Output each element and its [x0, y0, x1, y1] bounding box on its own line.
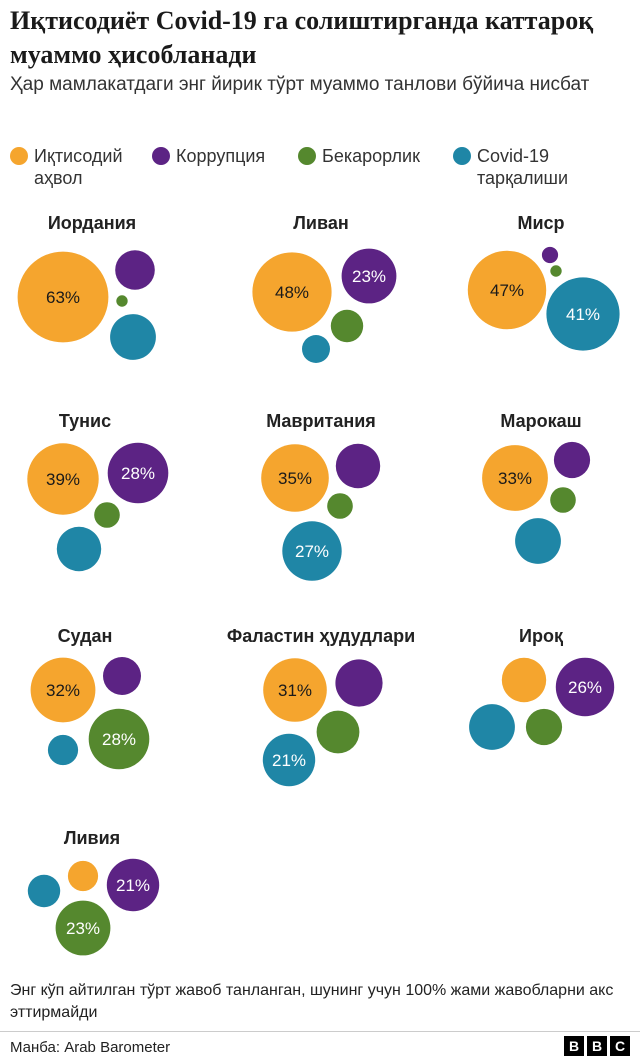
legend-item-covid: Covid-19 тарқалиши	[453, 145, 597, 189]
data-label: 27%	[295, 542, 329, 561]
country-name: Мавритания	[266, 411, 376, 431]
legend-label-unemployment: Бекарорлик	[322, 146, 420, 166]
bubble-unemployment	[525, 708, 563, 746]
bubble-economy	[17, 251, 109, 343]
legend-swatch-covid	[453, 147, 471, 165]
bbc-logo: B B C	[564, 1036, 630, 1056]
country-name: Миср	[517, 213, 564, 233]
bubble-corruption	[553, 441, 591, 479]
legend-item-unemployment: Бекарорлик	[298, 145, 420, 167]
data-label: 33%	[498, 469, 532, 488]
chart-title: Иқтисодиёт Covid-19 га солиштирганда кат…	[10, 6, 594, 69]
data-label: 23%	[66, 919, 100, 938]
data-label: 47%	[490, 281, 524, 300]
bubble-economy	[263, 658, 327, 722]
bubble-economy	[261, 444, 329, 512]
data-label: 31%	[278, 681, 312, 700]
legend-swatch-corruption	[152, 147, 170, 165]
bubble-unemployment	[550, 487, 576, 513]
legend-label-corruption: Коррупция	[176, 146, 266, 166]
bubble-economy	[252, 252, 332, 332]
bubble-covid	[27, 874, 61, 908]
bubble-economy	[27, 443, 99, 515]
legend-swatch-unemployment	[298, 147, 316, 165]
data-label: 21%	[116, 876, 150, 895]
bubble-economy	[467, 250, 547, 330]
bubble-corruption	[115, 250, 155, 290]
source-text: Манба: Arab Barometer	[10, 1039, 171, 1056]
bubble-economy	[67, 860, 99, 892]
bubble-unemployment	[316, 710, 360, 754]
bubble-covid	[302, 335, 330, 363]
legend-swatch-economy	[10, 147, 28, 165]
legend-label-covid: Covid-19 тарқалиши	[477, 146, 569, 188]
bubble-covid	[515, 518, 561, 564]
bubble-unemployment	[55, 900, 111, 956]
bubble-covid	[262, 733, 316, 787]
bubble-corruption	[103, 657, 141, 695]
bubble-unemployment	[330, 309, 364, 343]
bubble-corruption	[541, 246, 559, 264]
data-label: 48%	[275, 283, 309, 302]
country-name: Ливия	[64, 828, 120, 848]
data-label: 28%	[121, 464, 155, 483]
country-name: Ироқ	[519, 626, 564, 646]
data-label: 39%	[46, 470, 80, 489]
bubble-corruption	[341, 248, 397, 304]
country-name: Иордания	[48, 213, 136, 233]
bubble-covid	[469, 704, 515, 750]
bubble-corruption	[107, 442, 169, 504]
data-label: 23%	[352, 267, 386, 286]
data-label: 35%	[278, 469, 312, 488]
data-label: 63%	[46, 288, 80, 307]
country-name: Марокаш	[500, 411, 581, 431]
data-label: 41%	[566, 305, 600, 324]
data-label: 26%	[568, 678, 602, 697]
bubble-covid	[282, 521, 342, 581]
bubble-covid	[110, 314, 156, 360]
footnote: Энг кўп айтилган тўрт жавоб танланган, ш…	[10, 982, 614, 1021]
legend-label-economy: Иқтисодий аҳвол	[34, 146, 123, 188]
bubble-corruption	[335, 659, 383, 707]
bubble-economy	[501, 657, 547, 703]
bubble-economy	[482, 445, 548, 511]
bubble-corruption	[106, 858, 160, 912]
bubble-unemployment	[88, 708, 150, 770]
country-name: Судан	[58, 626, 113, 646]
bubble-unemployment	[550, 265, 562, 277]
data-label: 32%	[46, 681, 80, 700]
bubble-unemployment	[94, 502, 120, 528]
country-name: Тунис	[59, 411, 111, 431]
bubble-corruption	[555, 657, 615, 717]
legend-item-corruption: Коррупция	[152, 145, 265, 167]
data-label: 21%	[272, 751, 306, 770]
footer-divider	[0, 1031, 640, 1032]
bubble-covid	[546, 277, 620, 351]
data-label: 28%	[102, 730, 136, 749]
bubble-covid	[56, 526, 102, 572]
bubble-unemployment	[327, 493, 353, 519]
logo-letter: B	[587, 1036, 607, 1056]
bubble-corruption	[335, 443, 381, 489]
bubble-unemployment	[116, 295, 128, 307]
country-name: Ливан	[293, 213, 348, 233]
chart-subtitle: Ҳар мамлакатдаги энг йирик тўрт муаммо т…	[10, 74, 590, 95]
legend-item-economy: Иқтисодий аҳвол	[10, 145, 146, 189]
country-name: Фаластин ҳудудлари	[227, 626, 415, 646]
logo-letter: C	[610, 1036, 630, 1056]
bubble-economy	[30, 657, 96, 723]
logo-letter: B	[564, 1036, 584, 1056]
bubble-covid	[47, 734, 79, 766]
